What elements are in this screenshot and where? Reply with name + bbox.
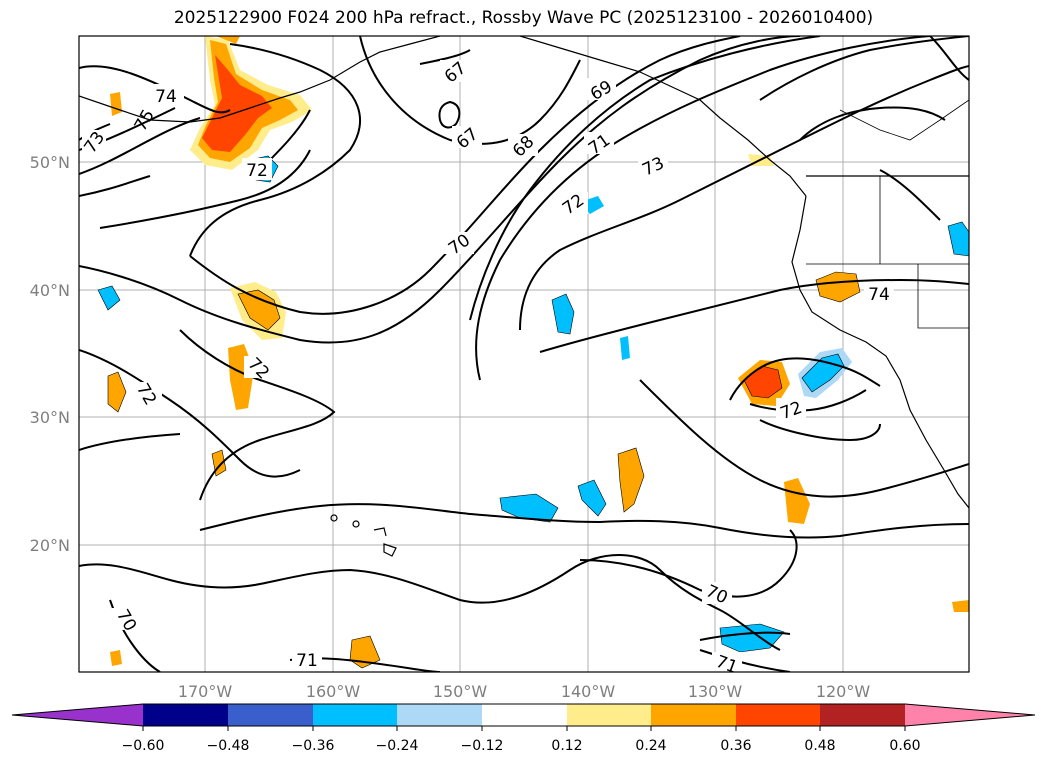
lat-label: 50°N	[30, 153, 70, 172]
anomaly-negative-east	[947, 221, 969, 257]
colorbar-extend-high	[905, 704, 1035, 726]
colorbar-tick-label: 0.12	[551, 738, 582, 754]
colorbar-tick-label: 0.24	[635, 738, 666, 754]
colorbar-tick-label: −0.24	[376, 738, 419, 754]
contour-label: 72	[246, 161, 268, 181]
contour-label: 74	[868, 285, 890, 305]
anomaly-negative-128w	[719, 623, 785, 653]
colorbar-extend-low	[12, 704, 143, 726]
anomaly-positive-aleutian-core	[202, 55, 272, 152]
lat-label: 20°N	[30, 536, 70, 555]
lat-label: 30°N	[30, 408, 70, 427]
colorbar-segment	[567, 704, 651, 726]
colorbar-tick-label: −0.12	[461, 738, 504, 754]
anomaly-negative-144w	[551, 293, 575, 335]
lon-label: 140°W	[561, 682, 616, 701]
contour-label: 71	[713, 652, 740, 678]
colorbar-tick-label: 0.60	[889, 738, 920, 754]
lon-label: 170°W	[178, 682, 233, 701]
lon-label: 120°W	[816, 682, 871, 701]
longitude-labels: 170°W 160°W 150°W 140°W 130°W 120°W	[178, 682, 871, 701]
lat-label: 40°N	[30, 281, 70, 300]
colorbar-segment	[143, 704, 228, 726]
colorbar-tick-label: −0.60	[122, 738, 165, 754]
colorbar-segment	[313, 704, 397, 726]
colorbar-segment	[397, 704, 482, 726]
colorbar-segment	[482, 704, 567, 726]
colorbar-tick-label: 0.36	[720, 738, 751, 754]
lon-label: 130°W	[688, 682, 743, 701]
map-frame	[78, 35, 970, 673]
anomaly-positive-123w	[784, 478, 810, 524]
shaded-anomalies	[97, 36, 969, 669]
anomaly-positive-165w-core	[237, 289, 281, 331]
latitude-labels: 50°N 40°N 30°N 20°N	[30, 153, 70, 555]
contour-label: 74	[155, 87, 177, 107]
anomaly-positive-156w	[349, 635, 381, 669]
anomaly-positive-175w	[107, 371, 127, 413]
colorbar-segment	[228, 704, 313, 726]
anomaly-positive-121w-north	[815, 271, 861, 303]
anomaly-positive-175w-south	[110, 650, 122, 666]
colorbar-segment	[651, 704, 736, 726]
anomaly-positive-gulf	[216, 36, 240, 44]
colorbar-tick-label: −0.36	[292, 738, 335, 754]
colorbar-segment	[736, 704, 820, 726]
colorbar: −0.60 −0.48 −0.36 −0.24 −0.12 0.12 0.24 …	[11, 703, 1036, 754]
lon-label: 160°W	[306, 682, 361, 701]
anomaly-positive-east-south	[952, 600, 969, 612]
anomaly-negative-137w	[620, 336, 630, 360]
anomaly-positive-west	[110, 92, 122, 116]
lon-label: 150°W	[433, 682, 488, 701]
map-title: 2025122900 F024 200 hPa refract., Rossby…	[173, 8, 874, 28]
anomaly-negative-177w	[97, 285, 121, 311]
colorbar-segment	[820, 704, 905, 726]
anomaly-negative-140w	[577, 479, 607, 517]
colorbar-tick-label: −0.48	[207, 738, 250, 754]
colorbar-tick-label: 0.48	[804, 738, 835, 754]
contour-label: 71	[296, 651, 318, 671]
anomaly-negative-145w	[499, 493, 559, 523]
hawaii-islands	[330, 514, 397, 557]
anomaly-positive-137w-sub	[617, 447, 645, 513]
